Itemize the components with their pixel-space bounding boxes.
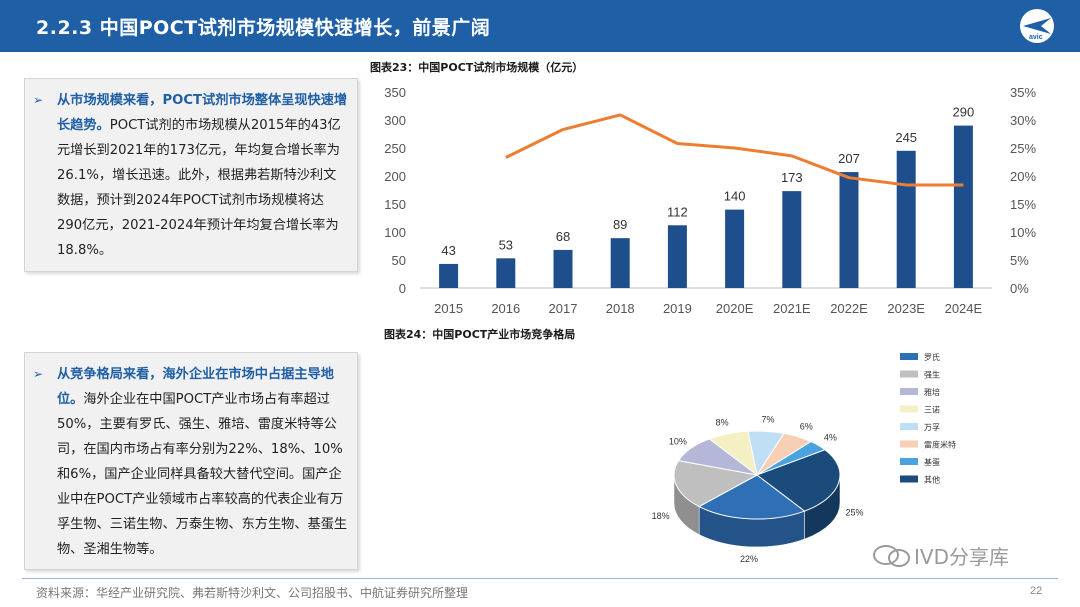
pie-data-label: 10% xyxy=(669,436,687,446)
x-tick-label: 2018 xyxy=(606,301,635,316)
summary-text: 从竞争格局来看，海外企业在市场中占据主导地位。海外企业在中国POCT产业市场占有… xyxy=(57,362,349,562)
legend-swatch xyxy=(900,388,918,395)
bar-data-label: 140 xyxy=(724,189,746,204)
x-tick-label: 2015 xyxy=(434,301,463,316)
legend-label: 雅培 xyxy=(924,387,940,397)
bar xyxy=(439,263,459,288)
y-tick-label: 0 xyxy=(399,281,406,296)
pie-data-label: 18% xyxy=(652,511,670,521)
x-tick-label: 2017 xyxy=(549,301,578,316)
legend-label: 其他 xyxy=(924,475,940,485)
bar-data-label: 173 xyxy=(781,170,803,185)
y-tick-label: 350 xyxy=(384,85,406,100)
pie-data-label: 4% xyxy=(824,432,837,442)
page-title: 2.2.3 中国POCT试剂市场规模快速增长，前景广阔 xyxy=(36,17,491,39)
y2-tick-label: 0% xyxy=(1010,281,1029,296)
legend-swatch xyxy=(900,440,918,448)
y-tick-label: 150 xyxy=(384,197,406,212)
title-bar: 2.2.3 中国POCT试剂市场规模快速增长，前景广阔 avic xyxy=(0,0,1080,52)
summary-highlight: 从竞争格局来看，海外企业在市场中占据主导地位。 xyxy=(57,367,334,407)
pie-slice xyxy=(673,460,759,508)
y-tick-label: 200 xyxy=(384,169,406,184)
figure-24-title: 图表24：中国POCT产业市场竞争格局 xyxy=(384,328,576,341)
y2-tick-label: 15% xyxy=(1010,197,1036,212)
pie-data-label: 22% xyxy=(740,554,758,564)
y2-tick-label: 20% xyxy=(1010,169,1036,184)
bar-data-label: 68 xyxy=(556,229,570,244)
bullet-arrow-icon: ➢ xyxy=(33,93,44,107)
summary-text: 从市场规模来看，POCT试剂市场整体呈现快速增长趋势。POCT试剂的市场规模从2… xyxy=(57,88,349,263)
legend-swatch xyxy=(900,405,918,413)
bar xyxy=(553,249,573,288)
market-size-chart: 0 50 100 150 200 250 300 350 0% 5% 10% 15% 20% 25% 30%… xyxy=(384,85,1036,316)
bar xyxy=(896,150,916,288)
bar-data-label: 245 xyxy=(895,130,917,145)
growth-rate-line xyxy=(505,113,964,187)
legend-swatch xyxy=(900,370,918,378)
summary-box-competition: ➢ 从竞争格局来看，海外企业在市场中占据主导地位。海外企业在中国POCT产业市场… xyxy=(24,352,358,570)
avic-logo: avic xyxy=(1020,9,1054,43)
y2-tick-label: 5% xyxy=(1010,253,1029,268)
summary-box-market-size: ➢ 从市场规模来看，POCT试剂市场整体呈现快速增长趋势。POCT试剂的市场规模… xyxy=(24,78,358,272)
wechat-icon xyxy=(873,545,910,567)
y2-tick-label: 35% xyxy=(1010,85,1036,100)
bar xyxy=(667,225,687,288)
legend-label: 强生 xyxy=(924,370,940,380)
x-tick-label: 2023E xyxy=(887,301,925,316)
logo-text: avic xyxy=(1029,34,1043,41)
bar-data-label: 207 xyxy=(838,151,860,166)
y2-tick-label: 10% xyxy=(1010,225,1036,240)
bar-data-label: 112 xyxy=(667,204,688,219)
bar xyxy=(953,125,973,288)
watermark-text: IVD分享库 xyxy=(914,545,1009,569)
pie-data-label: 8% xyxy=(716,418,729,428)
bar-data-label: 53 xyxy=(499,237,513,252)
legend-label: 雷度米特 xyxy=(924,440,956,450)
summary-highlight: 从市场规模来看，POCT试剂市场整体呈现快速增长趋势。 xyxy=(57,93,348,133)
y2-tick-label: 25% xyxy=(1010,141,1036,156)
figure-23-title: 图表23：中国POCT试剂市场规模（亿元） xyxy=(370,61,584,74)
summary-body: POCT试剂的市场规模从2015年的43亿元增长到2021年的173亿元，年均复… xyxy=(57,118,341,258)
bar-data-label: 290 xyxy=(953,105,975,120)
bar xyxy=(839,172,859,288)
y2-tick-label: 30% xyxy=(1010,113,1036,128)
y-tick-label: 300 xyxy=(384,113,406,128)
legend-label: 万孚 xyxy=(924,422,940,432)
source-note: 资料来源：华经产业研究院、弗若斯特沙利文、公司招股书、中航证券研究所整理 xyxy=(36,586,469,600)
pie-slice xyxy=(698,474,806,520)
y-tick-label: 50 xyxy=(392,253,406,268)
bar xyxy=(610,238,630,288)
bar xyxy=(496,258,516,288)
x-tick-label: 2016 xyxy=(491,301,520,316)
pie-data-label: 7% xyxy=(762,414,775,424)
footer-divider xyxy=(22,578,1058,579)
bar-data-label: 89 xyxy=(613,217,627,232)
x-tick-label: 2022E xyxy=(830,301,868,316)
bullet-arrow-icon: ➢ xyxy=(33,367,44,381)
legend-swatch xyxy=(900,458,918,465)
legend-swatch xyxy=(900,353,918,360)
pie-data-label: 6% xyxy=(800,421,813,431)
x-tick-label: 2020E xyxy=(716,301,754,316)
page-number: 22 xyxy=(1030,585,1043,597)
summary-body: 海外企业在中国POCT产业市场占有率超过50%，主要有罗氏、强生、雅培、雷度米特… xyxy=(57,392,348,557)
pie-data-label: 25% xyxy=(845,508,863,518)
legend-swatch xyxy=(900,423,918,430)
x-tick-label: 2021E xyxy=(773,301,811,316)
bar xyxy=(725,209,745,288)
bar-data-label: 43 xyxy=(441,243,455,258)
x-tick-label: 2024E xyxy=(945,301,983,316)
legend-swatch xyxy=(900,475,918,483)
pie-slice xyxy=(755,449,841,512)
legend-label: 罗氏 xyxy=(924,353,940,362)
legend-label: 三诺 xyxy=(924,405,940,415)
y-tick-label: 100 xyxy=(384,225,406,240)
bar xyxy=(782,191,802,288)
x-tick-label: 2019 xyxy=(663,301,692,316)
y-tick-label: 250 xyxy=(384,141,406,156)
legend-label: 基蛋 xyxy=(924,457,940,467)
